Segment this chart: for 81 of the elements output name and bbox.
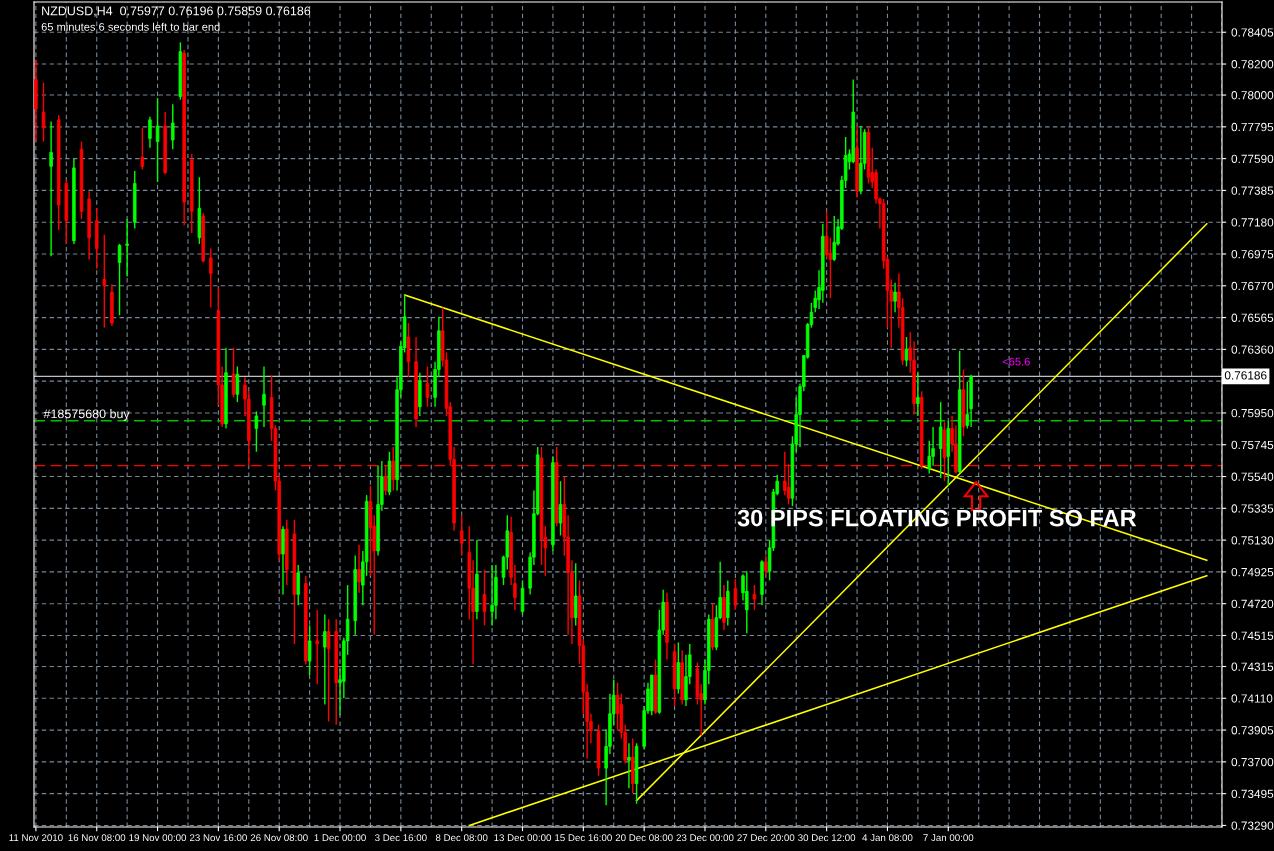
candlestick <box>117 243 122 316</box>
candlestick <box>627 742 631 789</box>
candlestick <box>425 365 430 408</box>
chart-title: NZDUSD,H4 0.75977 0.76196 0.75859 0.76186 <box>42 6 311 17</box>
x-tick-label: 19 Nov 00:00 <box>129 834 187 842</box>
x-tick-label: 8 Dec 08:00 <box>435 834 488 842</box>
candlestick <box>490 564 494 627</box>
y-tick-label: 0.74110 <box>1231 694 1273 703</box>
x-tick-label: 26 Nov 08:00 <box>250 834 308 842</box>
y-tick-label: 0.73905 <box>1231 726 1274 735</box>
candlestick <box>49 120 53 258</box>
candlestick <box>307 624 312 676</box>
y-tick-label: 0.73700 <box>1231 757 1274 767</box>
x-tick-label: 1 Dec 00:00 <box>314 834 366 842</box>
candlestick <box>125 218 129 278</box>
x-tick-label: 16 Nov 08:00 <box>68 834 126 842</box>
y-tick-label: 0.78000 <box>1231 91 1274 100</box>
y-tick-label: 0.77795 <box>1231 122 1274 132</box>
candlestick <box>459 514 464 557</box>
x-tick-label: 4 Jan 08:00 <box>862 834 913 842</box>
candlestick <box>733 578 738 611</box>
candlestick <box>148 116 152 149</box>
candlestick <box>764 554 768 579</box>
x-tick-label: 15 Dec 16:00 <box>555 834 612 842</box>
y-tick-label: 0.77180 <box>1231 218 1274 227</box>
candlestick <box>391 446 395 492</box>
x-tick-label: 11 Nov 2010 <box>9 834 63 842</box>
y-tick-label: 0.78200 <box>1231 60 1274 69</box>
candlestick <box>904 336 909 368</box>
y-tick-label: 0.74925 <box>1231 567 1274 577</box>
candlestick <box>357 544 361 594</box>
y-tick-label: 0.74515 <box>1231 631 1274 640</box>
y-tick-label: 0.73290 <box>1231 821 1274 830</box>
candlestick <box>235 365 240 403</box>
y-tick-label: 0.77385 <box>1231 186 1274 195</box>
candlestick <box>254 410 259 453</box>
y-tick-label: 0.76360 <box>1231 345 1274 354</box>
candlestick <box>893 281 897 313</box>
candlestick <box>573 562 578 627</box>
y-tick-label: 0.76770 <box>1231 281 1274 291</box>
y-tick-label: 0.76975 <box>1231 250 1274 259</box>
y-tick-label: 0.77590 <box>1231 154 1274 164</box>
x-tick-label: 20 Dec 08:00 <box>615 834 673 842</box>
y-tick-label: 0.75950 <box>1231 408 1274 418</box>
y-tick-label: 0.73495 <box>1231 789 1274 799</box>
x-tick-label: 30 Dec 12:00 <box>798 834 856 842</box>
ref-line-label: 0.76186 <box>1224 371 1267 380</box>
y-tick-label: 0.75540 <box>1231 472 1274 481</box>
candlestick <box>752 584 757 611</box>
y-tick-label: 0.75130 <box>1231 536 1274 545</box>
candlestick <box>140 126 145 171</box>
candlestick <box>938 401 943 479</box>
candlestick <box>209 247 213 309</box>
x-tick-label: 3 Dec 16:00 <box>375 834 427 842</box>
x-tick-label: 23 Dec 00:00 <box>676 834 734 842</box>
x-tick-label: 23 Nov 16:00 <box>189 834 247 842</box>
candlestick <box>296 564 300 606</box>
y-tick-label: 0.74315 <box>1231 662 1274 671</box>
y-tick-label: 0.78405 <box>1231 28 1274 37</box>
candlestick <box>558 480 563 537</box>
candlestick <box>41 81 46 143</box>
y-tick-label: 0.74720 <box>1231 599 1274 609</box>
candlestick <box>832 215 836 262</box>
text: 65 minutes 6 seconds left to bar end <box>41 22 220 31</box>
candlestick <box>326 618 331 723</box>
candlestick <box>102 233 107 329</box>
x-tick-label: 27 Dec 20:00 <box>737 834 795 842</box>
y-tick-label: 0.76565 <box>1231 313 1274 322</box>
x-tick-label: 13 Dec 00:00 <box>494 834 552 842</box>
annotation: <65.6 <box>1002 357 1030 366</box>
candlestick <box>155 97 160 183</box>
ref-line-label: #18575680 buy <box>43 409 130 421</box>
y-tick-label: 0.75745 <box>1231 440 1274 450</box>
candlestick <box>323 613 327 706</box>
y-tick-label: 0.75335 <box>1231 504 1274 513</box>
candlestick <box>171 103 175 151</box>
candlestick <box>262 365 266 428</box>
candlestick <box>745 570 749 634</box>
candlestick <box>315 609 319 686</box>
candlestick <box>916 371 920 417</box>
x-tick-label: 7 Jan 00:00 <box>923 834 974 842</box>
